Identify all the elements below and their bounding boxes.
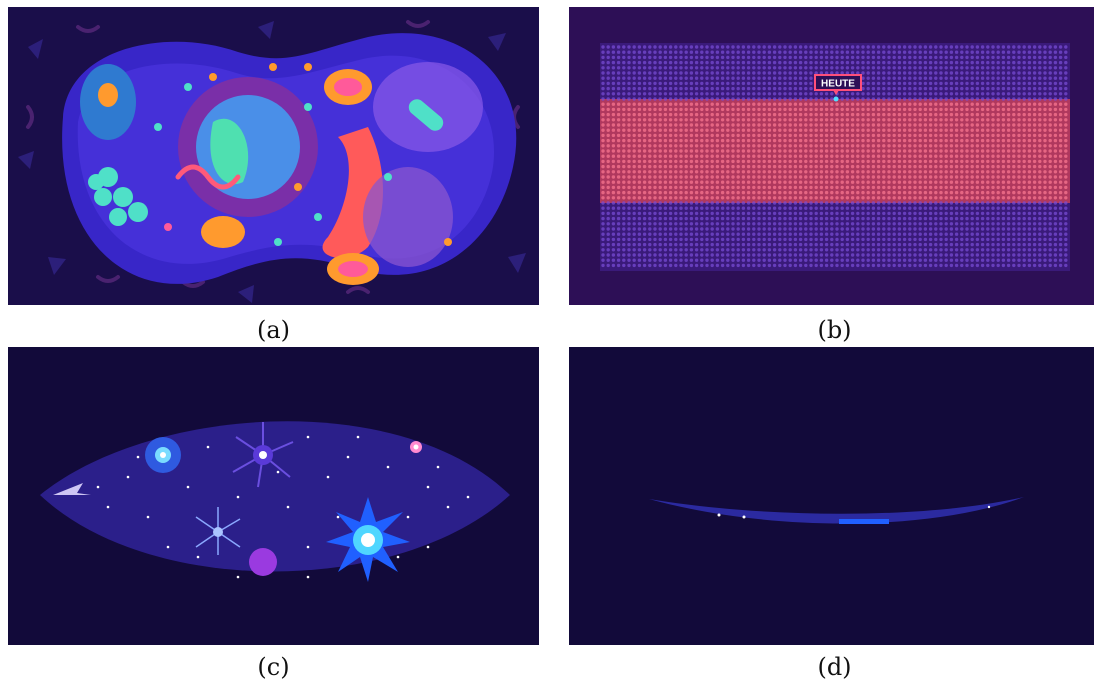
- star-burst-purple: [232, 422, 294, 488]
- caption-a: (a): [256, 316, 291, 344]
- panel-c-starfield-lens: [8, 347, 539, 645]
- caption-d: (d): [817, 653, 852, 681]
- nucleolus: [210, 118, 249, 185]
- panel-b-dot-grid: HEUTE: [569, 7, 1094, 305]
- purple-urchin: [249, 548, 277, 576]
- collapsed-lens: [569, 347, 1094, 645]
- panel-a-cell-illustration: [8, 7, 539, 305]
- starfield-lens: [8, 347, 539, 645]
- dot-grid-visual: HEUTE: [569, 7, 1094, 305]
- edge-starbursts: [53, 441, 422, 495]
- mitochondria: [80, 64, 444, 285]
- sliver-stars: [717, 505, 991, 524]
- bright-blue-star: [326, 497, 410, 582]
- ribosome-coil: [88, 167, 148, 226]
- vesicle-dots: [154, 63, 452, 246]
- cell-illustration: [8, 7, 539, 305]
- chromatin-strand: [175, 164, 241, 190]
- dot-grid: [601, 45, 1068, 268]
- small-stars: [96, 435, 470, 579]
- caption-b: (b): [817, 316, 852, 344]
- star-burst-small: [195, 507, 241, 555]
- lysosome: [363, 167, 453, 267]
- panel-d-collapsed-lens: [569, 347, 1094, 645]
- spiral-galaxy: [145, 437, 181, 473]
- today-marker: HEUTE: [814, 74, 862, 102]
- today-marker-label: HEUTE: [821, 79, 855, 90]
- caption-c: (c): [257, 653, 290, 681]
